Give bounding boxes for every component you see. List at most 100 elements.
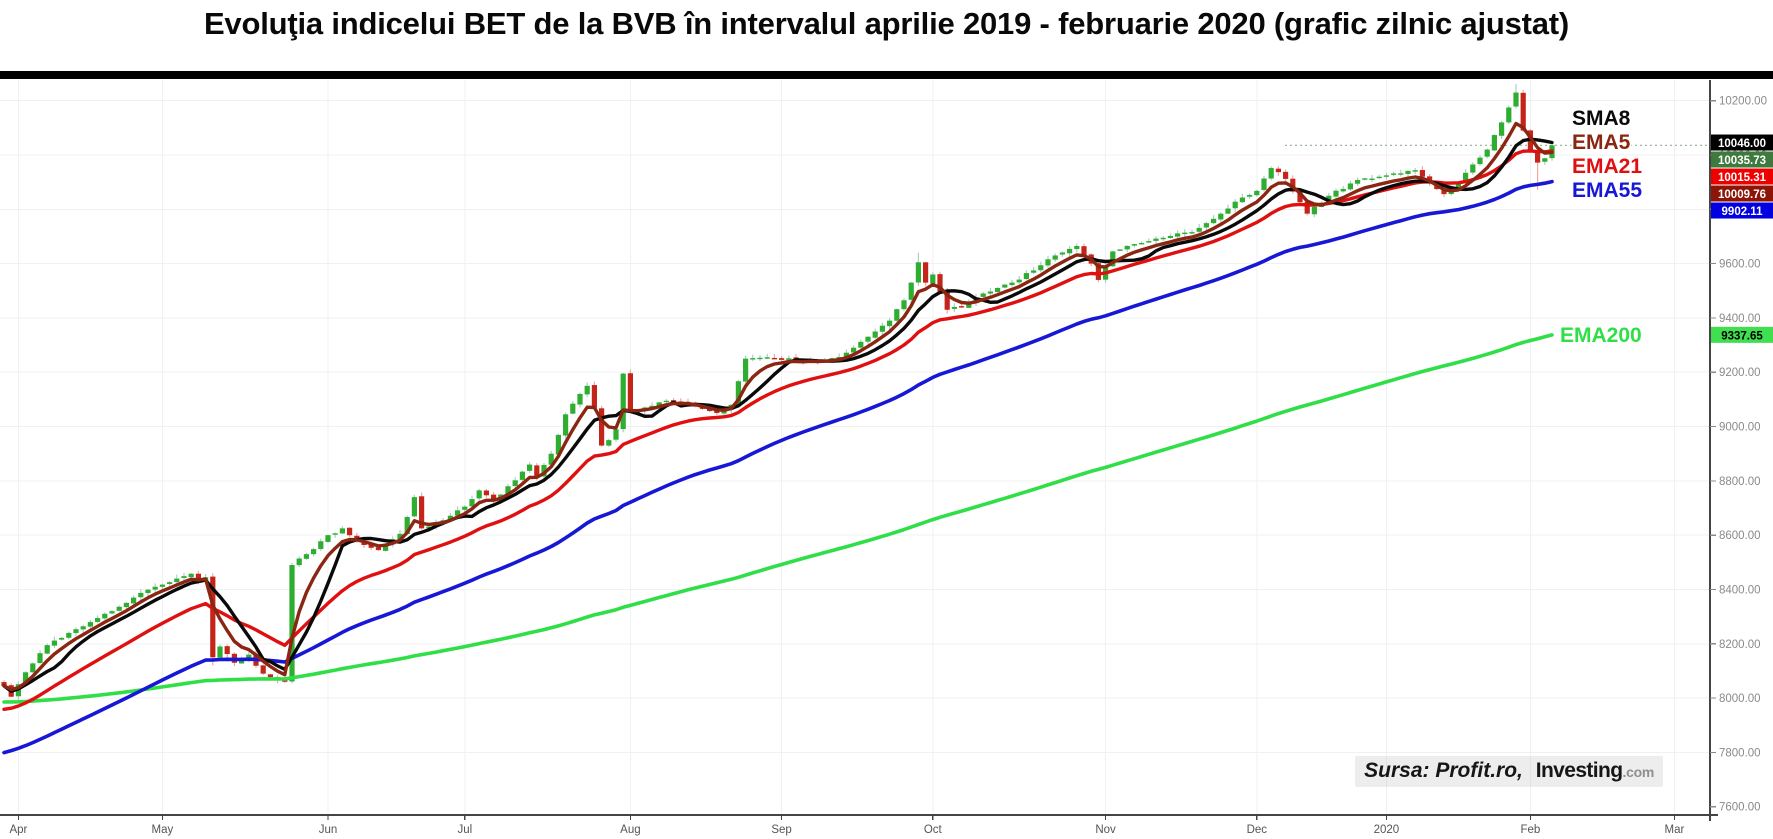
candle-body [339, 528, 345, 534]
ma-line-ema5 [2, 121, 1554, 692]
candle-body [1153, 238, 1159, 241]
candle-body [649, 405, 655, 408]
candle-body [1477, 157, 1483, 165]
y-tick-label: 9400.00 [1719, 313, 1761, 325]
candle-body [1513, 92, 1519, 107]
candle-body [1297, 191, 1303, 203]
candle-body [951, 307, 957, 309]
candle-body [1347, 183, 1353, 190]
candle-body [980, 293, 986, 297]
candle-body [1016, 279, 1022, 283]
candle-body [966, 303, 972, 308]
candle-body [44, 645, 50, 654]
candle-body [1455, 183, 1461, 189]
candle-body [375, 547, 381, 551]
candle-body [23, 672, 29, 684]
candle-body [1218, 213, 1224, 220]
candle-body [246, 654, 252, 660]
candle-body [1189, 232, 1195, 234]
candle-body [447, 515, 453, 521]
candle-body [1196, 227, 1202, 232]
candle-body [181, 576, 187, 578]
candle-body [627, 373, 633, 412]
candle-body [613, 429, 619, 440]
price-tag-label-last-close: 10035.73 [1718, 155, 1766, 167]
candle-body [210, 576, 216, 658]
candle-body [1167, 235, 1173, 238]
candle-body [1023, 273, 1029, 280]
candle-body [743, 358, 749, 382]
candle-body [30, 663, 36, 673]
price-tag-label-EMA200: 9337.65 [1721, 330, 1763, 342]
candle-body [1412, 170, 1418, 172]
candle-body [455, 510, 461, 516]
x-tick-label: Jul [457, 824, 472, 836]
y-tick-label: 9600.00 [1719, 259, 1761, 271]
candle-body [491, 494, 497, 500]
candle-body [714, 410, 720, 413]
candle-body [1074, 245, 1080, 250]
candle-body [663, 400, 669, 403]
candle-body [102, 613, 108, 619]
candle-body [1110, 251, 1116, 267]
y-tick-label: 8000.00 [1719, 693, 1761, 705]
candle-body [1542, 158, 1548, 162]
candle-body [1333, 190, 1339, 197]
candle-body [1275, 168, 1281, 173]
candle-body [735, 381, 741, 405]
candle-body [505, 486, 511, 494]
candle-body [865, 336, 871, 342]
x-tick-label: Jun [319, 824, 338, 836]
candle-body [1383, 175, 1389, 177]
candle-body [462, 506, 468, 510]
candle-body [1232, 201, 1238, 209]
candle-body [1211, 218, 1217, 224]
candle-body [116, 606, 122, 611]
price-tag-EMA21 [1711, 168, 1773, 185]
candle-body [887, 320, 893, 327]
y-tick-label: 7600.00 [1719, 802, 1761, 814]
candle-body [332, 533, 338, 535]
title-divider [0, 71, 1773, 79]
candle-body [937, 274, 943, 292]
candle-body [51, 640, 57, 646]
candle-body [541, 464, 547, 477]
candle-body [368, 544, 374, 548]
candle-body [152, 586, 158, 590]
x-tick-label: Sep [771, 824, 791, 836]
ma-line-sma8 [2, 137, 1554, 693]
candle-body [426, 526, 432, 529]
candle-body [771, 357, 777, 360]
price-tag-EMA55 [1711, 202, 1773, 219]
candle-body [1139, 242, 1145, 245]
candle-body [656, 402, 662, 406]
candle-body [1520, 92, 1526, 131]
candle-body [944, 290, 950, 310]
candle-body [764, 357, 770, 359]
y-tick-label: 8600.00 [1719, 530, 1761, 542]
x-tick-label: Mar [1664, 824, 1684, 836]
candle-body [570, 403, 576, 414]
candle-body [1254, 190, 1260, 196]
candle-body [908, 282, 914, 300]
x-tick-label: Dec [1247, 824, 1268, 836]
candle-body [786, 358, 792, 360]
candle-body [930, 274, 936, 284]
candle-body [267, 674, 273, 678]
ma-line-ema55 [2, 179, 1554, 755]
candle-body [217, 646, 223, 658]
x-tick-label: Feb [1520, 824, 1540, 836]
candle-body [879, 325, 885, 332]
price-tag-label-EMA5: 10009.76 [1718, 189, 1766, 201]
price-tag-EMA200 [1711, 326, 1773, 343]
candle-body [325, 535, 331, 542]
investing-logo-com: .com [1622, 764, 1655, 780]
candle-body [519, 471, 525, 480]
candle-body [1527, 130, 1533, 152]
candle-body [1239, 197, 1245, 203]
candle-body [1419, 170, 1425, 177]
price-tag-SMA8 [1711, 134, 1773, 151]
candle-body [1146, 241, 1152, 243]
candle-body [577, 393, 583, 405]
candle-body [1484, 149, 1490, 157]
